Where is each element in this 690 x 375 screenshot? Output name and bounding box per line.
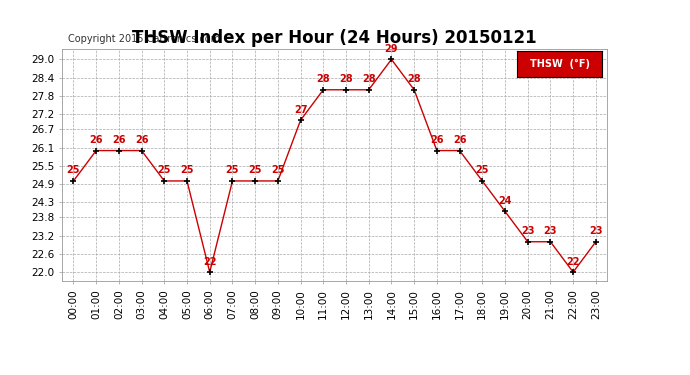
Text: Copyright 2015 Cartronics.com: Copyright 2015 Cartronics.com: [68, 34, 219, 44]
Text: 25: 25: [157, 165, 171, 176]
Text: 28: 28: [317, 74, 330, 84]
Text: 26: 26: [453, 135, 466, 145]
Text: 28: 28: [407, 74, 421, 84]
Text: 28: 28: [339, 74, 353, 84]
Text: 29: 29: [385, 44, 398, 54]
Text: 23: 23: [544, 226, 557, 236]
Text: 26: 26: [112, 135, 126, 145]
Text: 25: 25: [67, 165, 80, 176]
Text: 25: 25: [248, 165, 262, 176]
Text: 25: 25: [475, 165, 489, 176]
Text: 25: 25: [271, 165, 284, 176]
Text: 25: 25: [226, 165, 239, 176]
Text: 22: 22: [566, 256, 580, 267]
Text: 23: 23: [521, 226, 535, 236]
Text: 23: 23: [589, 226, 602, 236]
Text: 25: 25: [180, 165, 194, 176]
Text: 28: 28: [362, 74, 375, 84]
Text: 27: 27: [294, 105, 307, 115]
Title: THSW Index per Hour (24 Hours) 20150121: THSW Index per Hour (24 Hours) 20150121: [132, 29, 537, 47]
Text: 24: 24: [498, 196, 512, 206]
Text: 26: 26: [430, 135, 444, 145]
Text: 26: 26: [90, 135, 103, 145]
Text: 22: 22: [203, 256, 217, 267]
Text: 26: 26: [135, 135, 148, 145]
